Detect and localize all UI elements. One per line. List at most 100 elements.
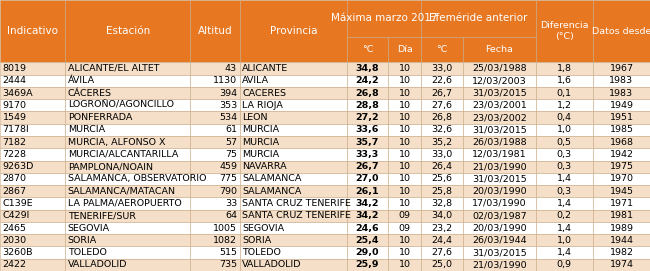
Text: 31/03/2015: 31/03/2015 (472, 89, 526, 98)
Text: 1974: 1974 (610, 260, 634, 269)
Text: LA PALMA/AEROPUERTO: LA PALMA/AEROPUERTO (68, 199, 181, 208)
Bar (388, 197, 421, 210)
Text: 3469A: 3469A (3, 89, 33, 98)
Bar (593, 246, 650, 259)
Bar (65, 124, 190, 136)
Bar (536, 62, 593, 75)
Bar (65, 0, 190, 62)
Bar (347, 136, 388, 148)
Text: 21/03/1990: 21/03/1990 (472, 162, 526, 171)
Text: 25,8: 25,8 (432, 187, 452, 196)
Text: ALICANTE/EL ALTET: ALICANTE/EL ALTET (68, 64, 159, 73)
Text: 7182: 7182 (3, 138, 27, 147)
Text: 33,0: 33,0 (432, 64, 452, 73)
Bar (593, 111, 650, 124)
Text: 26,4: 26,4 (432, 162, 452, 171)
Bar (190, 234, 240, 246)
Text: 28,8: 28,8 (356, 101, 380, 110)
Bar (65, 246, 190, 259)
Text: 35,7: 35,7 (356, 138, 379, 147)
Text: 1942: 1942 (610, 150, 634, 159)
Text: 9263D: 9263D (3, 162, 34, 171)
Text: 1,4: 1,4 (557, 199, 572, 208)
Text: 2465: 2465 (3, 224, 27, 233)
Text: 23/03/2001: 23/03/2001 (472, 101, 526, 110)
Bar (65, 136, 190, 148)
Bar (463, 173, 536, 185)
Bar (593, 99, 650, 111)
Text: 10: 10 (398, 138, 411, 147)
Bar (421, 136, 463, 148)
Text: 32,6: 32,6 (432, 125, 452, 134)
Bar (593, 222, 650, 234)
Bar (65, 87, 190, 99)
Text: 0,3: 0,3 (556, 162, 572, 171)
Text: 25,9: 25,9 (356, 260, 379, 269)
Bar (593, 210, 650, 222)
Text: 7228: 7228 (3, 150, 27, 159)
Text: 25,0: 25,0 (432, 260, 452, 269)
Bar (388, 124, 421, 136)
Text: C429I: C429I (3, 211, 30, 220)
Bar (240, 136, 347, 148)
Text: VALLADOLID: VALLADOLID (242, 260, 302, 269)
Text: 1,0: 1,0 (557, 125, 572, 134)
Text: 10: 10 (398, 187, 411, 196)
Bar (593, 136, 650, 148)
Text: 26,1: 26,1 (356, 187, 379, 196)
Text: 32,8: 32,8 (432, 199, 452, 208)
Bar (536, 185, 593, 197)
Bar (240, 99, 347, 111)
Text: 353: 353 (219, 101, 237, 110)
Text: 12/03/1981: 12/03/1981 (472, 150, 526, 159)
Bar (190, 111, 240, 124)
Text: Día: Día (397, 45, 413, 54)
Bar (388, 160, 421, 173)
Text: 10: 10 (398, 113, 411, 122)
Bar (421, 234, 463, 246)
Text: CÁCERES: CÁCERES (68, 89, 112, 98)
Bar (536, 75, 593, 87)
Text: 27,2: 27,2 (356, 113, 379, 122)
Bar (190, 124, 240, 136)
Text: 2867: 2867 (3, 187, 27, 196)
Text: MURCIA/ALCANTARILLA: MURCIA/ALCANTARILLA (68, 150, 178, 159)
Bar (388, 87, 421, 99)
Bar (463, 99, 536, 111)
Bar (388, 148, 421, 160)
Text: SALAMANCA, OBSERVATORIO: SALAMANCA, OBSERVATORIO (68, 175, 206, 183)
Text: 1989: 1989 (610, 224, 634, 233)
Text: 35,2: 35,2 (432, 138, 452, 147)
Text: 10: 10 (398, 89, 411, 98)
Text: °C: °C (362, 45, 373, 54)
Bar (463, 259, 536, 271)
Bar (421, 222, 463, 234)
Bar (190, 246, 240, 259)
Bar (593, 148, 650, 160)
Bar (388, 222, 421, 234)
Bar (240, 148, 347, 160)
Text: 10: 10 (398, 162, 411, 171)
Text: 7178I: 7178I (3, 125, 29, 134)
Text: SALAMANCA: SALAMANCA (242, 175, 302, 183)
Bar (190, 62, 240, 75)
Text: Fecha: Fecha (486, 45, 513, 54)
Text: 29,0: 29,0 (356, 248, 379, 257)
Bar (463, 148, 536, 160)
Text: 1951: 1951 (610, 113, 634, 122)
Text: 790: 790 (219, 187, 237, 196)
Bar (0, 87, 65, 99)
Text: 1,4: 1,4 (557, 224, 572, 233)
Text: PONFERRADA: PONFERRADA (68, 113, 132, 122)
Bar (536, 124, 593, 136)
Text: 1983: 1983 (609, 76, 634, 85)
Text: 25/03/1988: 25/03/1988 (472, 64, 526, 73)
Text: °C: °C (436, 45, 448, 54)
Text: Provincia: Provincia (270, 26, 317, 36)
Bar (463, 222, 536, 234)
Text: 31/03/2015: 31/03/2015 (472, 125, 526, 134)
Bar (463, 197, 536, 210)
Text: SORIA: SORIA (68, 236, 97, 245)
Bar (536, 210, 593, 222)
Text: 2030: 2030 (3, 236, 27, 245)
